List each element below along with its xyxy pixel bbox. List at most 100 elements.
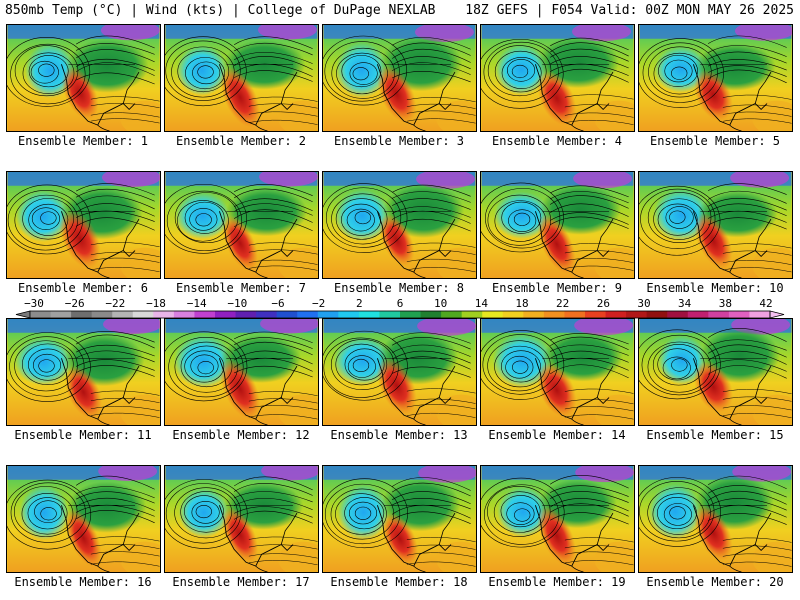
temperature-map: [165, 25, 318, 131]
temperature-map: [639, 172, 792, 278]
ensemble-member-label: Ensemble Member: 18: [330, 575, 468, 589]
temperature-map: [639, 466, 792, 572]
colorbar-swatch: [441, 311, 463, 318]
colorbar-swatch: [173, 311, 195, 318]
ensemble-map-panel: [480, 171, 635, 279]
ensemble-map-panel: [322, 24, 477, 132]
ensemble-map-panel: [638, 465, 793, 573]
temperature-map: [323, 25, 476, 131]
temperature-map: [7, 25, 160, 131]
temperature-map: [165, 466, 318, 572]
ensemble-member-label: Ensemble Member: 19: [488, 575, 626, 589]
ensemble-map-panel: [164, 318, 319, 426]
colorbar-graphic: −30 −26 −22 −18 −14 −10 −6 −2 2 6 10 14 18 22 26 30 34 38…: [15, 298, 785, 319]
colorbar-swatch: [687, 311, 709, 318]
colorbar-tick-label: −22: [105, 298, 125, 310]
colorbar-swatch: [564, 311, 586, 318]
temperature-map: [323, 319, 476, 425]
temperature-map: [481, 319, 634, 425]
colorbar-tick-label: 2: [356, 298, 363, 310]
colorbar-tick-label: −10: [227, 298, 247, 310]
colorbar-swatch: [400, 311, 422, 318]
ensemble-map-panel: [322, 465, 477, 573]
colorbar-swatch: [646, 311, 668, 318]
colorbar-swatch: [338, 311, 360, 318]
colorbar-swatch: [708, 311, 730, 318]
colorbar-swatch: [728, 311, 750, 318]
colorbar-right-arrow: [769, 310, 785, 319]
ensemble-map-panel: [322, 171, 477, 279]
ensemble-map-panel: [6, 465, 161, 573]
temperature-map: [165, 172, 318, 278]
colorbar-swatch: [215, 311, 237, 318]
ensemble-member-label: Ensemble Member: 12: [172, 428, 310, 442]
temperature-map: [481, 172, 634, 278]
ensemble-member-label: Ensemble Member: 17: [172, 575, 310, 589]
colorbar-swatch: [461, 311, 483, 318]
colorbar-tick-label: −14: [187, 298, 207, 310]
ensemble-member-label: Ensemble Member: 6: [17, 281, 149, 295]
colorbar-swatch: [626, 311, 648, 318]
ensemble-member-label: Ensemble Member: 20: [646, 575, 784, 589]
ensemble-member-label: Ensemble Member: 4: [491, 134, 623, 148]
temperature-map: [639, 319, 792, 425]
colorbar-swatch: [482, 311, 504, 318]
ensemble-map-panel: [638, 171, 793, 279]
colorbar-swatch: [605, 311, 627, 318]
colorbar-tick-label: 6: [397, 298, 404, 310]
colorbar-swatch: [523, 311, 545, 318]
colorbar-swatch: [256, 311, 278, 318]
colorbar-swatch: [153, 311, 175, 318]
colorbar-tick-label: 22: [556, 298, 569, 310]
ensemble-member-label: Ensemble Member: 13: [330, 428, 468, 442]
ensemble-map-panel: [480, 24, 635, 132]
colorbar-tick-label: −30: [24, 298, 44, 310]
ensemble-member-label: Ensemble Member: 10: [646, 281, 784, 295]
colorbar-frame: [29, 310, 771, 319]
ensemble-map-panel: [322, 318, 477, 426]
colorbar-tick-label: 18: [515, 298, 528, 310]
colorbar-swatch: [91, 311, 113, 318]
ensemble-member-label: Ensemble Member: 14: [488, 428, 626, 442]
ensemble-map-panel: [638, 24, 793, 132]
ensemble-map-panel: [6, 171, 161, 279]
colorbar-tick-label: 14: [475, 298, 489, 310]
temperature-map: [323, 172, 476, 278]
colorbar-swatch: [502, 311, 524, 318]
colorbar-swatch: [543, 311, 565, 318]
colorbar-swatch: [112, 311, 134, 318]
colorbar-swatch: [585, 311, 607, 318]
map-title: 850mb Temp (°C) | Wind (kts) | College o…: [5, 3, 436, 18]
colorbar-swatch: [30, 311, 52, 318]
ensemble-member-label: Ensemble Member: 15: [646, 428, 784, 442]
ensemble-map-panel: [164, 171, 319, 279]
ensemble-member-label: Ensemble Member: 5: [649, 134, 781, 148]
ensemble-member-label: Ensemble Member: 9: [491, 281, 623, 295]
colorbar-tick-label: 42: [759, 298, 772, 310]
ensemble-member-label: Ensemble Member: 3: [333, 134, 465, 148]
temperature-map: [481, 466, 634, 572]
temperature-map: [639, 25, 792, 131]
ensemble-member-label: Ensemble Member: 2: [175, 134, 307, 148]
ensemble-map-panel: [480, 318, 635, 426]
colorbar-swatch: [276, 311, 298, 318]
colorbar-swatch: [235, 311, 257, 318]
temperature-map: [7, 172, 160, 278]
colorbar-swatch: [420, 311, 442, 318]
colorbar-swatch: [317, 311, 339, 318]
ensemble-map-panel: [480, 465, 635, 573]
temperature-map: [165, 319, 318, 425]
colorbar-swatch: [379, 311, 401, 318]
temperature-colorbar: −30 −26 −22 −18 −14 −10 −6 −2 2 6 10 14 18 22 26 30 34 38…: [0, 298, 800, 326]
colorbar-swatch: [667, 311, 689, 318]
colorbar-tick-label: 10: [434, 298, 447, 310]
colorbar-swatch: [50, 311, 72, 318]
ensemble-map-panel: [638, 318, 793, 426]
colorbar-swatch: [358, 311, 380, 318]
colorbar-swatch: [132, 311, 154, 318]
colorbar-tick-label: 38: [719, 298, 732, 310]
colorbar-tick-label: 34: [678, 298, 692, 310]
ensemble-map-panel: [6, 318, 161, 426]
temperature-map: [7, 466, 160, 572]
ensemble-member-label: Ensemble Member: 16: [14, 575, 152, 589]
